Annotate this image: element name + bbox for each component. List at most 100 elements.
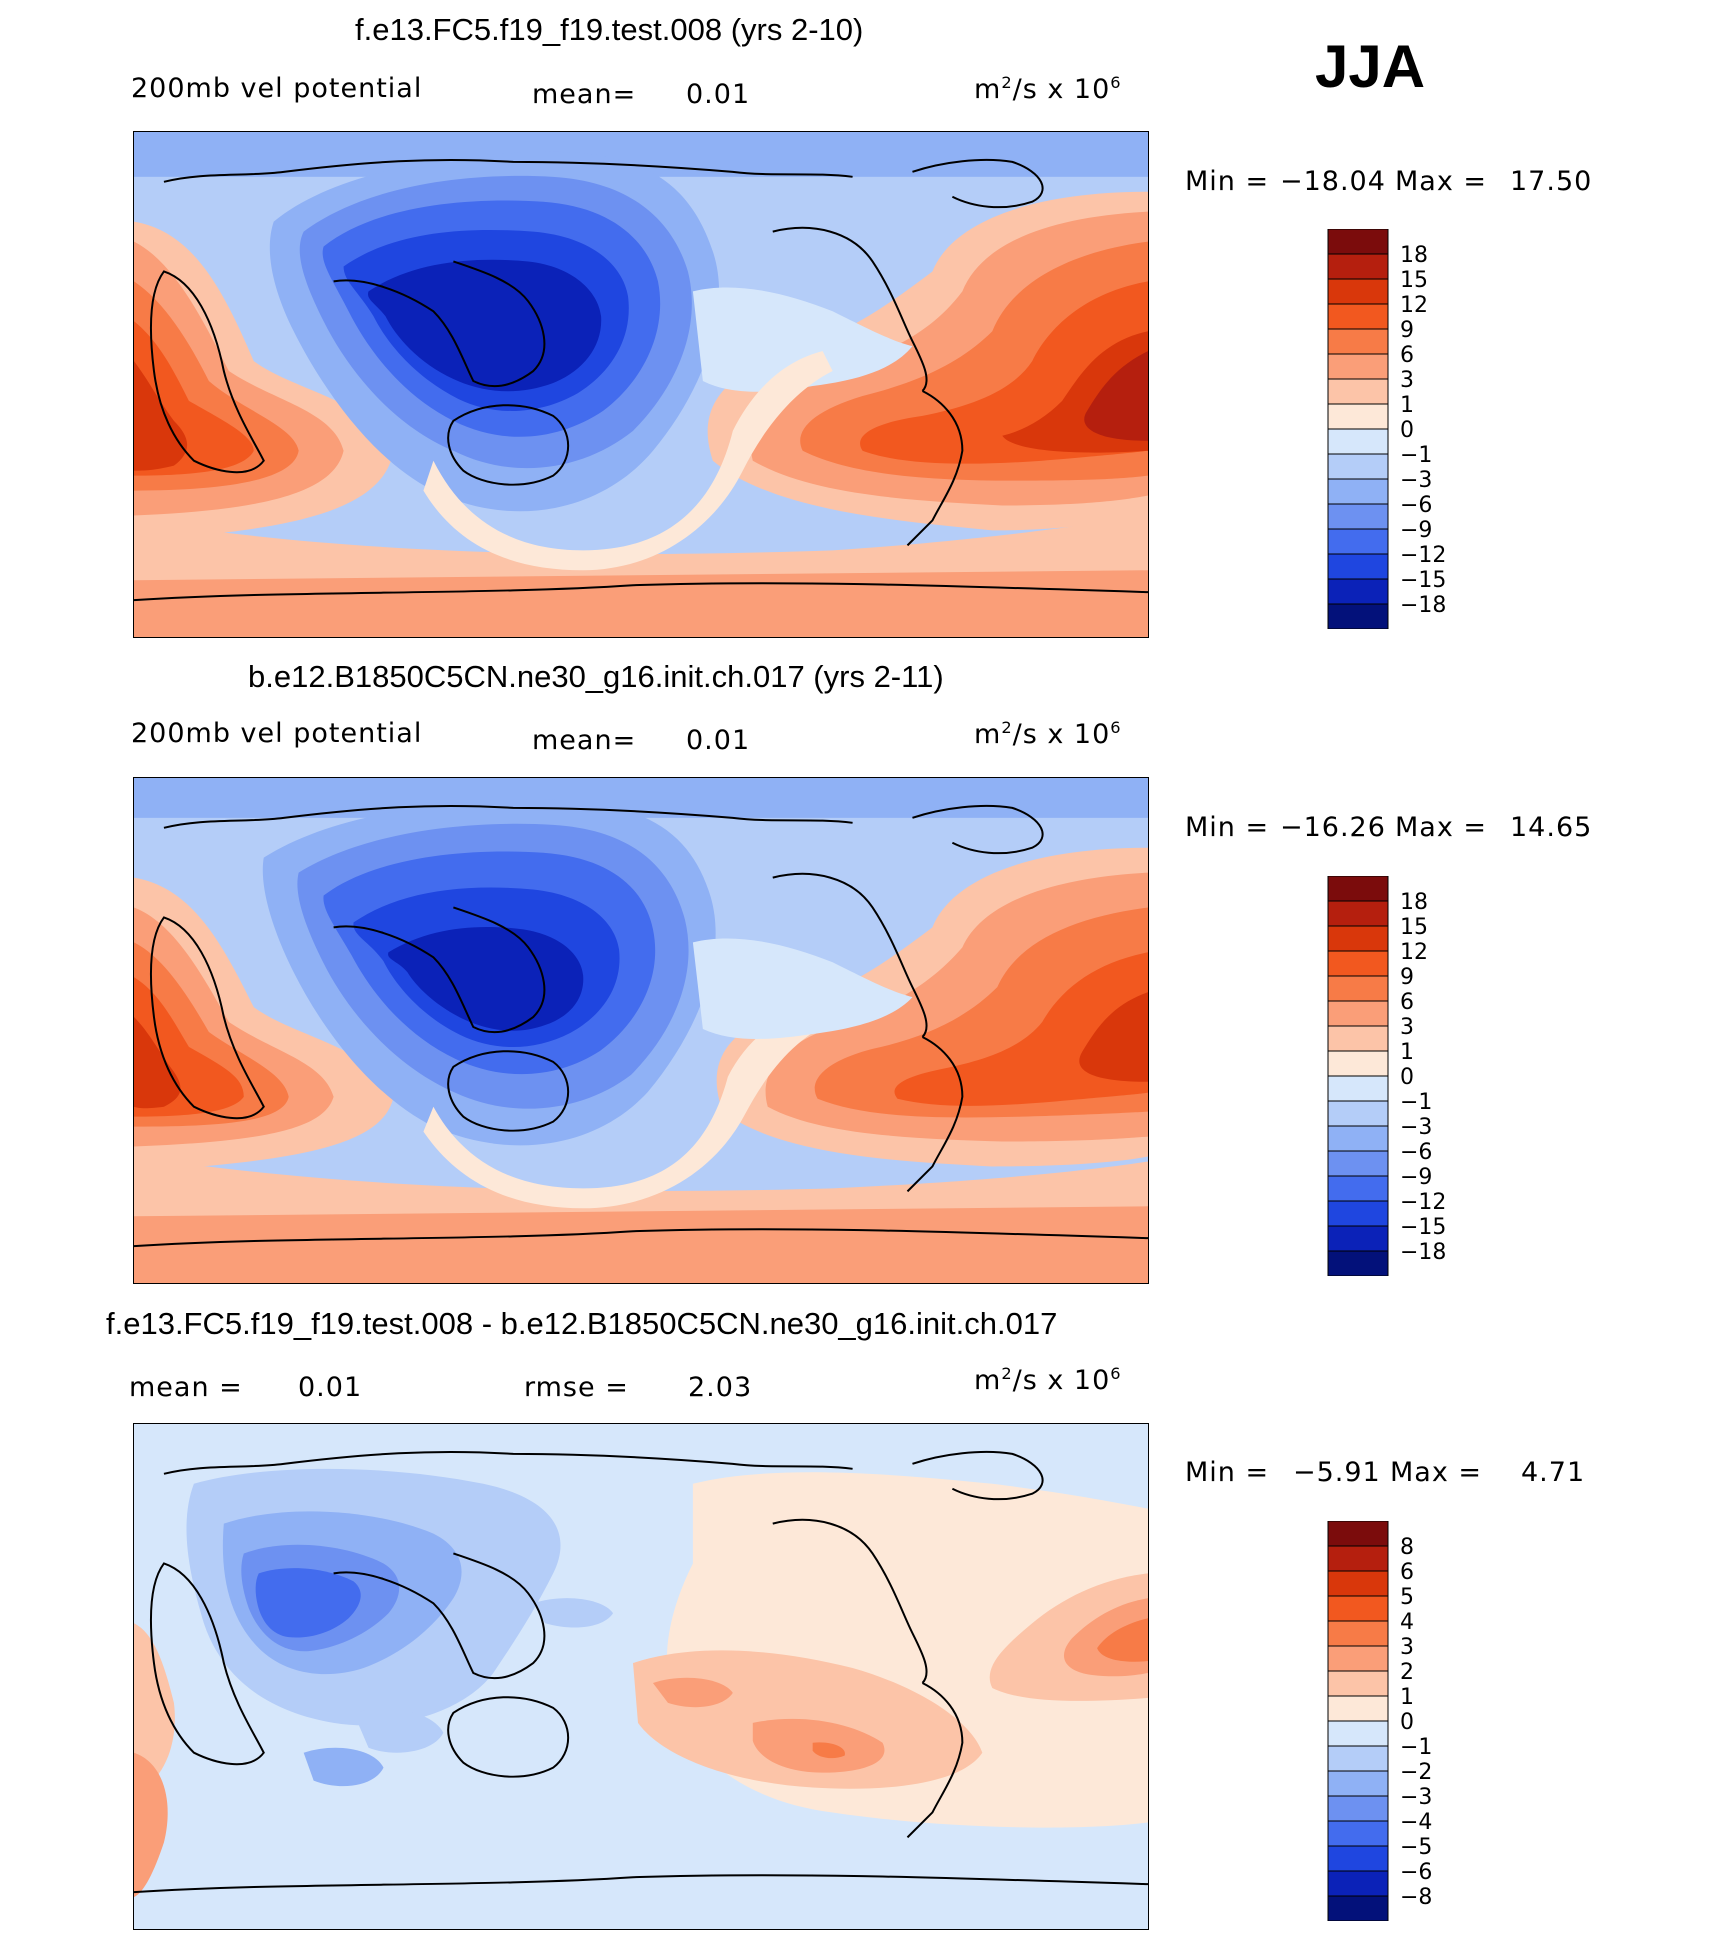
colorbar-swatch xyxy=(1327,1770,1389,1797)
colorbar-tick-label: −12 xyxy=(1400,543,1447,568)
panel-3-map xyxy=(133,1423,1149,1930)
colorbar-swatch xyxy=(1327,1695,1389,1722)
colorbar-swatch xyxy=(1327,278,1389,305)
colorbar-swatch xyxy=(1327,1225,1389,1252)
colorbar-swatch xyxy=(1327,253,1389,280)
colorbar-swatch xyxy=(1327,1870,1389,1897)
colorbar-tick-label: −12 xyxy=(1400,1190,1447,1215)
panel-2-colorbar xyxy=(1327,876,1389,1276)
season-label: JJA xyxy=(1315,33,1426,100)
panel-3-mean-value: 0.01 xyxy=(298,1372,363,1403)
colorbar-tick-label: −2 xyxy=(1400,1760,1433,1785)
panel-3-colorbar xyxy=(1327,1521,1389,1921)
colorbar-tick-label: 15 xyxy=(1400,268,1428,293)
colorbar-swatch xyxy=(1327,1200,1389,1227)
panel-2-mean-value: 0.01 xyxy=(686,725,751,756)
colorbar-tick-label: 6 xyxy=(1400,343,1414,368)
colorbar-swatch xyxy=(1327,1720,1389,1747)
colorbar-tick-label: 15 xyxy=(1400,915,1428,940)
colorbar-tick-label: −1 xyxy=(1400,443,1433,468)
panel-3-max-label: Max = xyxy=(1390,1457,1483,1488)
colorbar-tick-label: −18 xyxy=(1400,1240,1447,1265)
panel-3-max-value: 4.71 xyxy=(1521,1457,1586,1488)
colorbar-tick-label: −9 xyxy=(1400,1165,1433,1190)
colorbar-tick-label: −15 xyxy=(1400,1215,1447,1240)
panel-1-mean-label: mean= xyxy=(532,79,637,110)
panel-3-title: f.e13.FC5.f19_f19.test.008 - b.e12.B1850… xyxy=(106,1306,1058,1341)
panel-2-map xyxy=(133,777,1149,1284)
panel-1-variable-label: 200mb vel potential xyxy=(131,73,423,104)
panel-1-colorbar-swatches xyxy=(1327,229,1389,629)
colorbar-swatch xyxy=(1327,1025,1389,1052)
colorbar-swatch xyxy=(1327,1845,1389,1872)
colorbar-tick-label: 0 xyxy=(1400,1710,1414,1735)
panel-1-colorbar xyxy=(1327,229,1389,629)
colorbar-tick-label: −3 xyxy=(1400,1785,1433,1810)
colorbar-tick-label: 18 xyxy=(1400,243,1428,268)
panel-3-rmse-label: rmse = xyxy=(524,1372,629,1403)
colorbar-tick-label: 9 xyxy=(1400,965,1414,990)
colorbar-tick-label: 3 xyxy=(1400,368,1414,393)
colorbar-swatch xyxy=(1327,528,1389,555)
colorbar-tick-label: −1 xyxy=(1400,1735,1433,1760)
colorbar-tick-label: 1 xyxy=(1400,393,1414,418)
colorbar-swatch xyxy=(1327,1670,1389,1697)
panel-2-units: m2/s x 106 xyxy=(974,718,1122,750)
colorbar-tick-label: 0 xyxy=(1400,418,1414,443)
panel-1-max-value: 17.50 xyxy=(1510,166,1593,197)
colorbar-swatch xyxy=(1327,303,1389,330)
colorbar-swatch xyxy=(1327,1050,1389,1077)
panel-1-units: m2/s x 106 xyxy=(974,73,1122,105)
panel-3-units: m2/s x 106 xyxy=(974,1364,1122,1396)
panel-1-map xyxy=(133,131,1149,638)
colorbar-tick-label: 12 xyxy=(1400,293,1428,318)
panel-2-max-value: 14.65 xyxy=(1510,812,1593,843)
colorbar-swatch xyxy=(1327,1000,1389,1027)
colorbar-swatch xyxy=(1327,478,1389,505)
panel-1-max-label: Max = xyxy=(1395,166,1488,197)
colorbar-swatch xyxy=(1327,353,1389,380)
panel-2-colorbar-swatches xyxy=(1327,876,1389,1276)
colorbar-swatch xyxy=(1327,453,1389,480)
colorbar-swatch xyxy=(1327,1570,1389,1597)
colorbar-tick-label: 0 xyxy=(1400,1065,1414,1090)
colorbar-swatch xyxy=(1327,1521,1389,1547)
panel-2-min-label: Min = xyxy=(1185,812,1270,843)
colorbar-tick-label: −9 xyxy=(1400,518,1433,543)
colorbar-tick-label: −6 xyxy=(1400,493,1433,518)
panel-2-mean-label: mean= xyxy=(532,725,637,756)
colorbar-tick-label: 18 xyxy=(1400,890,1428,915)
colorbar-swatch xyxy=(1327,553,1389,580)
colorbar-tick-label: 12 xyxy=(1400,940,1428,965)
colorbar-tick-label: 3 xyxy=(1400,1635,1414,1660)
colorbar-tick-label: 6 xyxy=(1400,990,1414,1015)
panel-1-min-label: Min = xyxy=(1185,166,1270,197)
colorbar-swatch xyxy=(1327,1150,1389,1177)
colorbar-tick-label: −3 xyxy=(1400,468,1433,493)
colorbar-swatch xyxy=(1327,1745,1389,1772)
colorbar-swatch xyxy=(1327,428,1389,455)
panel-3-colorbar-swatches xyxy=(1327,1521,1389,1921)
panel-1-title: f.e13.FC5.f19_f19.test.008 (yrs 2-10) xyxy=(355,12,864,47)
panel-2-max-label: Max = xyxy=(1395,812,1488,843)
colorbar-swatch xyxy=(1327,1795,1389,1822)
colorbar-swatch xyxy=(1327,403,1389,430)
colorbar-swatch xyxy=(1327,925,1389,952)
panel-3-min-label: Min = xyxy=(1185,1457,1270,1488)
colorbar-tick-label: 2 xyxy=(1400,1660,1414,1685)
colorbar-tick-label: 6 xyxy=(1400,1560,1414,1585)
colorbar-tick-label: −4 xyxy=(1400,1810,1433,1835)
panel-2-variable-label: 200mb vel potential xyxy=(131,718,423,749)
colorbar-tick-label: −6 xyxy=(1400,1860,1433,1885)
colorbar-tick-label: 8 xyxy=(1400,1535,1414,1560)
panel-3-mean-label: mean = xyxy=(129,1372,243,1403)
colorbar-swatch xyxy=(1327,378,1389,405)
colorbar-swatch xyxy=(1327,1820,1389,1847)
panel-3-min-value: −5.91 xyxy=(1293,1457,1381,1488)
colorbar-tick-label: 1 xyxy=(1400,1685,1414,1710)
colorbar-tick-label: 9 xyxy=(1400,318,1414,343)
panel-2-min-value: −16.26 xyxy=(1280,812,1386,843)
colorbar-tick-label: −15 xyxy=(1400,568,1447,593)
panel-3-rmse-value: 2.03 xyxy=(688,1372,753,1403)
colorbar-swatch xyxy=(1327,578,1389,605)
